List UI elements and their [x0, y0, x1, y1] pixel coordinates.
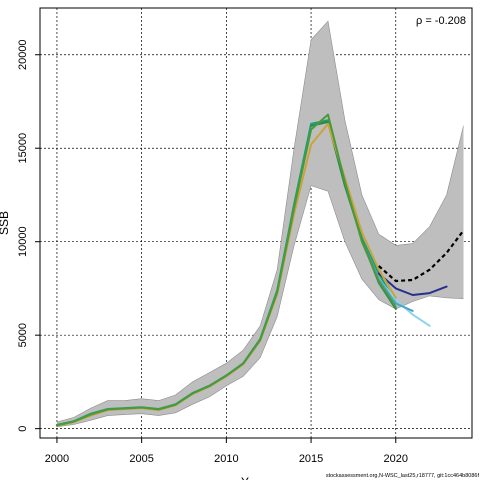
y-axis-title: SSB	[0, 211, 11, 235]
y-tick-label: 10000	[17, 226, 29, 257]
forecast-group	[378, 229, 465, 283]
y-tick-label: 15000	[17, 133, 29, 164]
x-tick-label: 2015	[299, 453, 323, 465]
series-group	[55, 113, 448, 427]
y-axis: 0 5000 10000 15000 20000	[17, 39, 40, 432]
rho-annotation: ρ = -0.208	[416, 15, 466, 27]
confidence-band-group	[56, 20, 464, 428]
confidence-band	[56, 21, 464, 427]
x-tick-label: 2000	[45, 453, 69, 465]
forecast-line	[378, 229, 465, 283]
series-line	[377, 272, 448, 296]
confidence-band-upper	[56, 20, 464, 423]
y-tick-label: 5000	[17, 323, 29, 347]
x-tick-label: 2005	[129, 453, 153, 465]
x-axis: 2000 2005 2010 2015 2020	[45, 438, 408, 465]
watermark: stockassessment.org,N-WSC_last25,r18777,…	[326, 473, 480, 479]
plot-frame	[39, 7, 473, 439]
grid-lines	[40, 8, 472, 438]
y-tick-label: 20000	[17, 39, 29, 70]
x-tick-label: 2010	[214, 453, 238, 465]
x-axis-title: Y	[241, 475, 249, 480]
y-tick-label: 0	[17, 426, 29, 432]
series-line	[55, 113, 397, 427]
x-tick-label: 2020	[384, 453, 408, 465]
